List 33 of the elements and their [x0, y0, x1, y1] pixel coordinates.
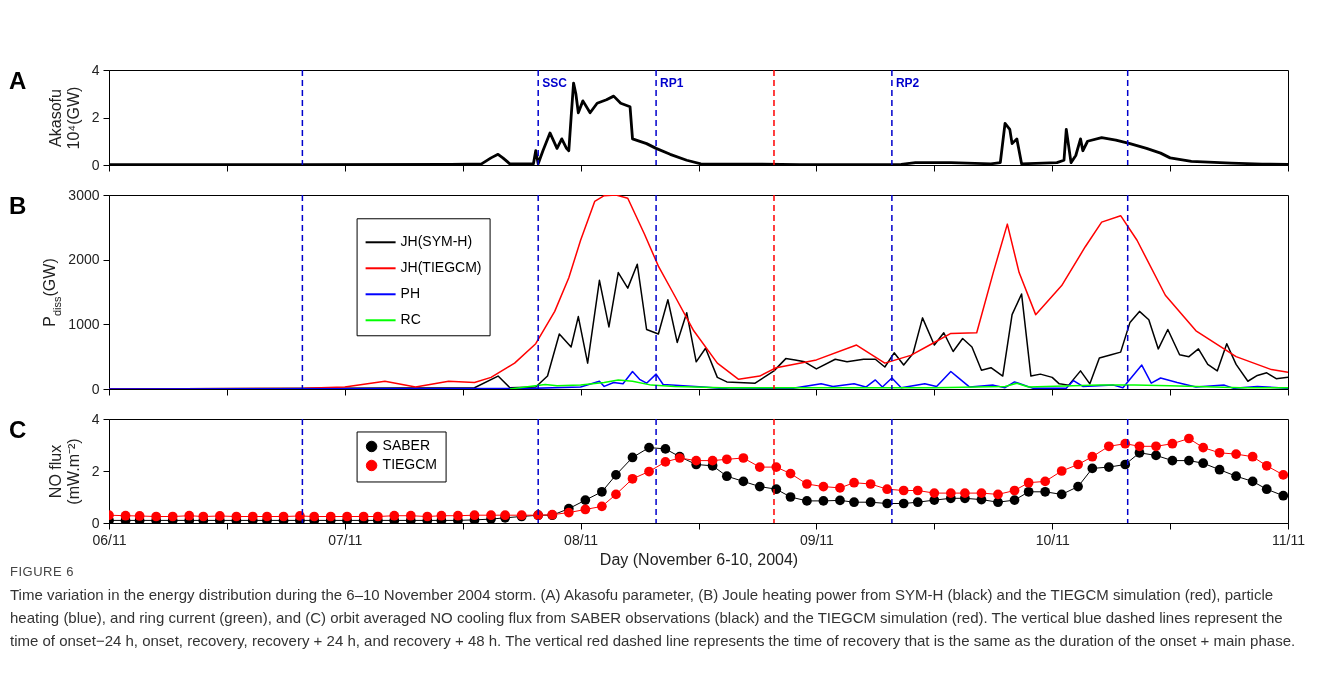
legend-label: PH	[400, 285, 421, 302]
ref-line-label: RP2	[895, 76, 920, 90]
x-tick-label: 11/11	[1272, 531, 1306, 548]
y-tick-label: 4	[91, 61, 100, 78]
y-tick-label: 0	[91, 514, 100, 531]
ref-line-label: SSC	[542, 76, 568, 90]
legend-label: JH(TIEGCM)	[400, 259, 482, 276]
x-tick-label: 10/11	[1035, 531, 1070, 548]
y-tick-label: 0	[91, 156, 100, 173]
ref-line-label: RP1	[660, 76, 684, 90]
y-tick-label: 2	[91, 462, 100, 479]
y-tick-label: 2000	[68, 251, 100, 268]
text: Time variation in the energy distribution during the 6–10 November 2004 storm. (A) Akasofu parameter, (B) Joule heating power from SYM-H (black) and the TIEGCM simulation (red), particle heating (blue), and ring current (green), and (C) orbit averaged NO cooling flux from SABER observations (black) and the TIEGCM simulation (red). The vertical blue dashed lines represent the time of onset−24 h, onset, recovery, recovery + 24 h, and recovery + 48 h. The vertical red dashed line represents the time of recovery that is the same as the duration of the onset + main phase.	[10, 585, 1297, 651]
chart-title: C	[9, 416, 27, 443]
y-axis-title: Akasofu 10⁴(GW)	[46, 86, 82, 150]
legend-label: SABER	[382, 437, 431, 454]
legend-label: JH(SYM-H)	[400, 233, 473, 250]
chart-title: A	[9, 67, 27, 94]
y-tick-label: 2	[91, 109, 100, 125]
x-axis-title: Day (November 6-10, 2004)	[599, 550, 799, 568]
chart-title: B	[9, 192, 27, 219]
x-tick-label: 07/11	[328, 531, 363, 548]
y-tick-label: 4	[91, 410, 100, 427]
caption: FIGURE 6	[10, 564, 74, 579]
x-tick-label: 09/11	[799, 531, 835, 548]
legend-label: RC	[400, 311, 421, 328]
legend-label: TIEGCM	[382, 456, 438, 473]
y-tick-label: 3000	[68, 186, 100, 203]
x-tick-label: 08/11	[564, 531, 599, 548]
y-tick-label: 1000	[68, 315, 100, 332]
x-tick-label: 06/11	[92, 531, 127, 548]
y-tick-label: 0	[91, 380, 100, 397]
y-axis-title: NO flux (mW.m⁻²)	[46, 438, 82, 505]
